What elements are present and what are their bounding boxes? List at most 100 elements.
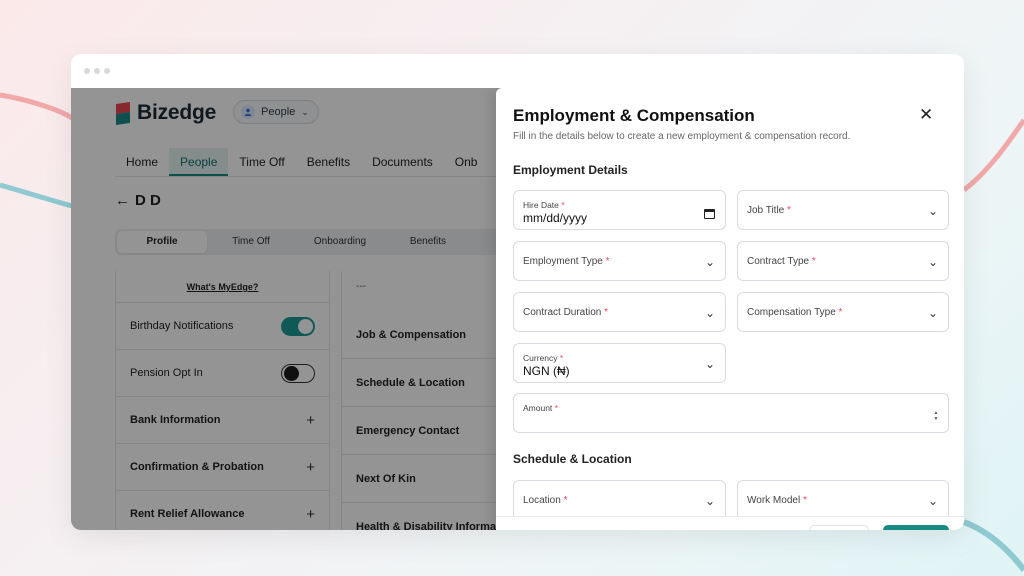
placeholder-text: --- — [356, 281, 366, 292]
nav-onboarding[interactable]: Onb — [454, 155, 478, 169]
label-text: Compensation Type — [747, 307, 836, 318]
tab-benefits[interactable]: Benefits — [409, 236, 447, 247]
section-title-schedule: Schedule & Location — [513, 452, 632, 466]
drawer-subtitle: Fill in the details below to create a ne… — [513, 131, 851, 142]
window-dot — [84, 68, 90, 74]
amount-input[interactable]: Amount * ▲ ▼ — [513, 393, 949, 433]
label-text: Currency — [523, 353, 558, 363]
nav-people[interactable]: People — [169, 148, 229, 176]
required-mark: * — [563, 495, 568, 506]
module-switcher[interactable]: People ⌄ — [233, 100, 319, 124]
rent-relief-row[interactable]: Rent Relief Allowance + — [116, 491, 329, 530]
section-schedule-location[interactable]: Schedule & Location — [342, 359, 541, 407]
brand-name: Bizedge — [137, 101, 217, 124]
contract-duration-label: Contract Duration * — [523, 307, 608, 318]
hire-date-input[interactable]: Hire Date * mm/dd/yyyy — [513, 190, 726, 230]
main-nav: Home People Time Off Benefits Documents … — [115, 148, 488, 176]
save-button[interactable] — [883, 525, 949, 530]
required-mark: * — [802, 495, 807, 506]
nav-benefits[interactable]: Benefits — [306, 155, 351, 169]
label-text: Hire Date — [523, 200, 559, 210]
bizedge-logo-icon — [116, 101, 130, 125]
label-text: Location — [523, 495, 561, 506]
label-text: Work Model — [747, 495, 801, 506]
window-dot — [94, 68, 100, 74]
required-mark: * — [787, 205, 791, 216]
compensation-type-label: Compensation Type * — [747, 307, 842, 318]
tab-time-off[interactable]: Time Off — [232, 236, 270, 247]
hire-date-label: Hire Date * — [523, 200, 565, 210]
nav-divider — [115, 176, 535, 177]
section-health-disability[interactable]: Health & Disability Informa — [342, 503, 541, 531]
arrow-left-icon[interactable]: ← — [115, 192, 130, 209]
chevron-down-icon: ⌄ — [927, 255, 938, 269]
label-text: Employment Type — [523, 256, 603, 267]
section-job-compensation[interactable]: Job & Compensation — [342, 311, 541, 359]
people-icon — [241, 105, 255, 119]
label-text: Amount — [523, 403, 553, 413]
tab-onboarding[interactable]: Onboarding — [313, 236, 367, 247]
settings-panel: What's MyEdge? Birthday Notifications Pe… — [115, 271, 330, 530]
work-model-select[interactable]: Work Model * ⌄ — [737, 480, 949, 520]
chevron-down-icon: ⌄ — [704, 306, 715, 320]
birthday-notifications-row: Birthday Notifications — [116, 303, 329, 350]
tab-profile[interactable]: Profile — [117, 231, 207, 253]
bizedge-logo[interactable]: Bizedge — [115, 101, 216, 125]
pension-opt-in-row: Pension Opt In — [116, 350, 329, 397]
nav-documents[interactable]: Documents — [372, 155, 433, 169]
close-icon[interactable]: ✕ — [919, 105, 934, 124]
required-mark: * — [811, 256, 816, 267]
nav-time-off[interactable]: Time Off — [239, 155, 285, 169]
pension-opt-in-toggle[interactable] — [281, 363, 315, 383]
nav-home[interactable]: Home — [126, 155, 159, 169]
required-mark: * — [561, 200, 565, 210]
toggle-knob — [284, 365, 299, 381]
chevron-down-icon: ⌄ — [927, 306, 938, 320]
currency-value: NGN (₦) — [523, 364, 570, 378]
app-area: Bizedge People ⌄ Home People Time Off Be… — [71, 88, 964, 530]
currency-label: Currency * — [523, 353, 563, 363]
confirmation-probation-row[interactable]: Confirmation & Probation + — [116, 444, 329, 491]
chevron-down-icon: ⌄ — [704, 494, 715, 508]
currency-select[interactable]: Currency * NGN (₦) ⌄ — [513, 343, 726, 383]
work-model-label: Work Model * — [747, 495, 807, 506]
plus-icon[interactable]: + — [306, 505, 315, 523]
window-dot — [104, 68, 110, 74]
employment-compensation-drawer: Employment & Compensation ✕ Fill in the … — [496, 88, 964, 530]
birthday-notifications-label: Birthday Notifications — [130, 320, 234, 332]
location-select[interactable]: Location * ⌄ — [513, 480, 726, 520]
label-text: Contract Duration — [523, 307, 602, 318]
bank-information-row[interactable]: Bank Information + — [116, 397, 329, 444]
label-text: Contract Type — [747, 256, 810, 267]
confirmation-probation-label: Confirmation & Probation — [130, 461, 264, 473]
window-titlebar — [71, 54, 964, 88]
required-mark: * — [554, 403, 558, 413]
contract-duration-select[interactable]: Contract Duration * ⌄ — [513, 292, 726, 332]
chevron-down-icon: ⌄ — [704, 357, 715, 371]
required-mark: * — [604, 307, 609, 318]
birthday-notifications-toggle[interactable] — [281, 316, 315, 336]
bank-information-label: Bank Information — [130, 414, 221, 426]
section-emergency-contact[interactable]: Emergency Contact — [342, 407, 541, 455]
plus-icon[interactable]: + — [306, 458, 315, 476]
number-spinner-icon[interactable]: ▲ ▼ — [933, 410, 939, 422]
required-mark: * — [838, 307, 843, 318]
section-next-of-kin[interactable]: Next Of Kin — [342, 455, 541, 503]
whats-myedge-link[interactable]: What's MyEdge? — [116, 271, 329, 303]
compensation-type-select[interactable]: Compensation Type * ⌄ — [737, 292, 949, 332]
section-title-employment: Employment Details — [513, 163, 628, 177]
contract-type-select[interactable]: Contract Type * ⌄ — [737, 241, 949, 281]
employment-type-select[interactable]: Employment Type * ⌄ — [513, 241, 726, 281]
cancel-button[interactable] — [809, 525, 869, 530]
chevron-down-icon: ⌄ — [927, 204, 938, 218]
label-text: Job Title — [747, 205, 785, 216]
amount-label: Amount * — [523, 403, 558, 413]
module-label: People — [261, 106, 296, 118]
location-label: Location * — [523, 495, 568, 506]
plus-icon[interactable]: + — [306, 411, 315, 429]
employee-header[interactable]: ← D D — [115, 192, 161, 209]
calendar-icon[interactable] — [704, 209, 715, 219]
job-title-select[interactable]: Job Title * ⌄ — [737, 190, 949, 230]
required-mark: * — [605, 256, 610, 267]
